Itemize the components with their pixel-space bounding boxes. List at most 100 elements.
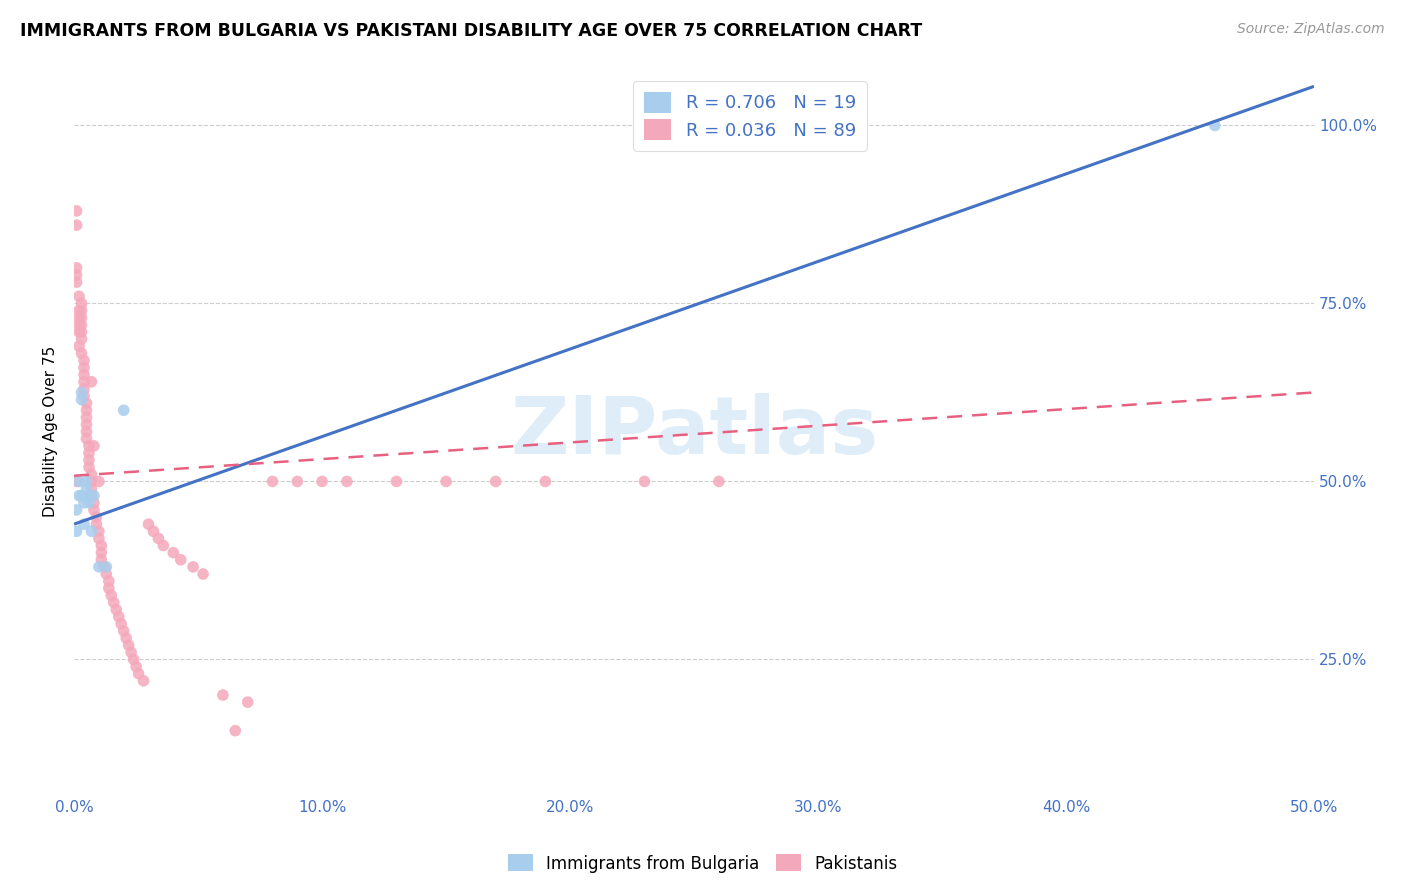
Point <box>707 475 730 489</box>
Text: Source: ZipAtlas.com: Source: ZipAtlas.com <box>1237 22 1385 37</box>
Point <box>67 325 90 339</box>
Point <box>87 560 110 574</box>
Point <box>83 503 105 517</box>
Point <box>73 368 96 382</box>
Point <box>65 218 87 232</box>
Point <box>67 289 90 303</box>
Point <box>67 310 90 325</box>
Point <box>70 325 93 339</box>
Point <box>212 688 235 702</box>
Point <box>115 631 138 645</box>
Point <box>77 489 100 503</box>
Point <box>112 624 135 638</box>
Point <box>236 695 259 709</box>
Point <box>65 503 87 517</box>
Point <box>86 510 108 524</box>
Y-axis label: Disability Age Over 75: Disability Age Over 75 <box>44 346 58 517</box>
Point <box>1204 119 1226 133</box>
Point <box>105 602 128 616</box>
Point <box>152 539 174 553</box>
Point <box>83 496 105 510</box>
Point <box>76 403 98 417</box>
Point <box>97 581 120 595</box>
Point <box>110 616 132 631</box>
Point <box>76 482 98 496</box>
Point <box>128 666 150 681</box>
Point <box>148 532 170 546</box>
Point <box>67 303 90 318</box>
Point <box>80 482 103 496</box>
Point <box>224 723 246 738</box>
Point <box>70 489 93 503</box>
Point <box>97 574 120 588</box>
Point <box>132 673 155 688</box>
Point <box>120 645 142 659</box>
Point <box>76 417 98 432</box>
Point <box>534 475 557 489</box>
Point <box>76 425 98 439</box>
Point <box>65 475 87 489</box>
Point <box>70 310 93 325</box>
Point <box>122 652 145 666</box>
Point <box>170 553 193 567</box>
Point <box>70 392 93 407</box>
Point <box>83 489 105 503</box>
Point <box>76 410 98 425</box>
Point <box>485 475 508 489</box>
Point <box>142 524 165 539</box>
Point <box>80 489 103 503</box>
Point <box>181 560 204 574</box>
Point <box>80 467 103 482</box>
Point <box>93 560 115 574</box>
Legend: R = 0.706   N = 19, R = 0.036   N = 89: R = 0.706 N = 19, R = 0.036 N = 89 <box>633 81 866 151</box>
Point <box>90 546 112 560</box>
Point <box>311 475 333 489</box>
Point <box>76 432 98 446</box>
Text: IMMIGRANTS FROM BULGARIA VS PAKISTANI DISABILITY AGE OVER 75 CORRELATION CHART: IMMIGRANTS FROM BULGARIA VS PAKISTANI DI… <box>20 22 922 40</box>
Point <box>86 517 108 532</box>
Point <box>87 532 110 546</box>
Point <box>96 566 118 581</box>
Point <box>70 346 93 360</box>
Point <box>73 360 96 375</box>
Point <box>80 475 103 489</box>
Point <box>87 524 110 539</box>
Point <box>70 296 93 310</box>
Point <box>73 496 96 510</box>
Point <box>434 475 457 489</box>
Point <box>77 439 100 453</box>
Point <box>65 524 87 539</box>
Point <box>70 318 93 332</box>
Point <box>76 475 98 489</box>
Point <box>336 475 359 489</box>
Legend: Immigrants from Bulgaria, Pakistanis: Immigrants from Bulgaria, Pakistanis <box>502 847 904 880</box>
Point <box>262 475 284 489</box>
Point <box>70 332 93 346</box>
Point <box>96 560 118 574</box>
Point <box>107 609 129 624</box>
Point <box>100 588 122 602</box>
Point <box>70 385 93 400</box>
Point <box>87 475 110 489</box>
Point <box>73 382 96 396</box>
Point <box>125 659 148 673</box>
Point <box>80 524 103 539</box>
Point <box>83 439 105 453</box>
Point <box>73 517 96 532</box>
Point <box>118 638 141 652</box>
Point <box>65 268 87 282</box>
Point <box>77 446 100 460</box>
Point <box>76 396 98 410</box>
Point <box>162 546 184 560</box>
Point <box>385 475 408 489</box>
Text: ZIPatlas: ZIPatlas <box>510 392 879 471</box>
Point <box>138 517 160 532</box>
Point <box>73 375 96 389</box>
Point <box>67 318 90 332</box>
Point <box>73 389 96 403</box>
Point <box>65 275 87 289</box>
Point <box>90 553 112 567</box>
Point <box>73 353 96 368</box>
Point <box>80 375 103 389</box>
Point <box>77 496 100 510</box>
